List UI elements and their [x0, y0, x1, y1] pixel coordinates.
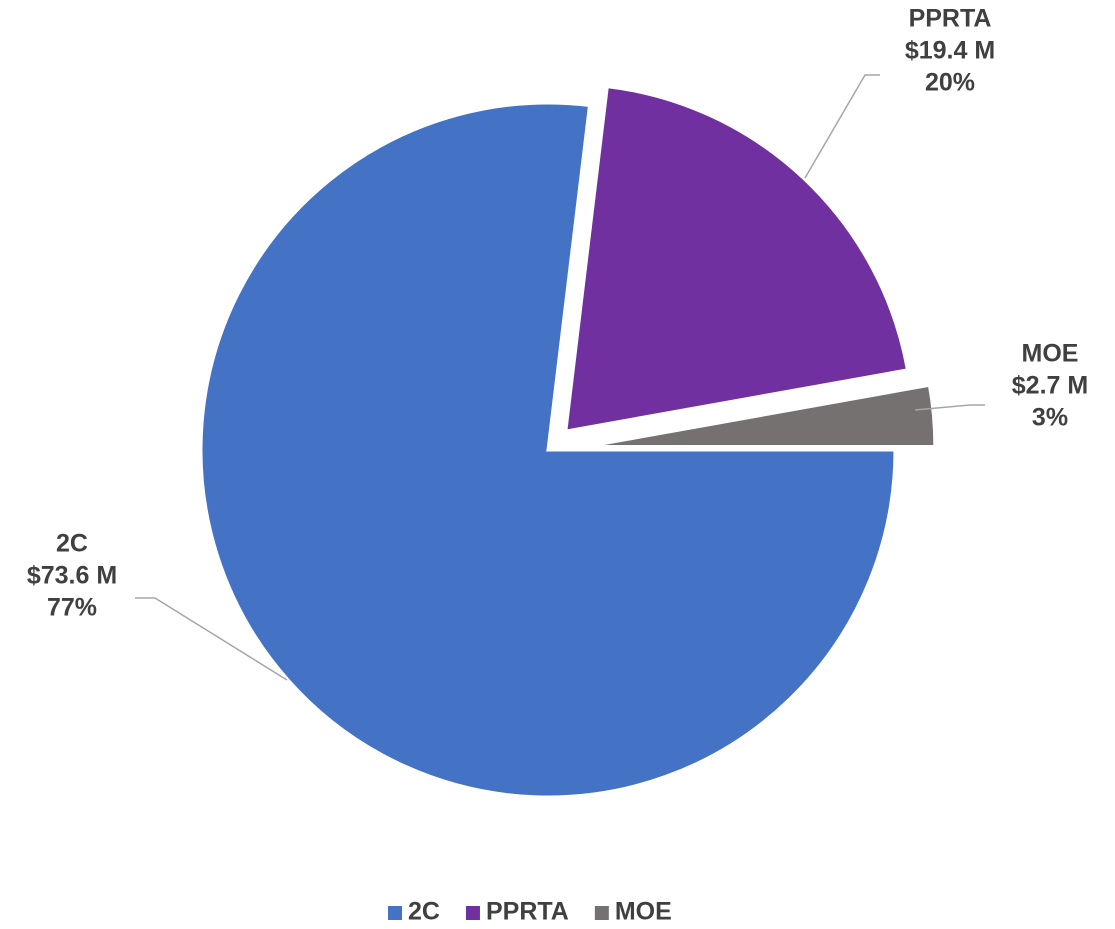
slice-label-value: $19.4 M — [905, 37, 995, 65]
legend-label: PPRTA — [486, 898, 569, 926]
slice-label-value: $2.7 M — [1012, 372, 1088, 400]
slice-label-name: MOE — [1022, 340, 1079, 368]
legend-swatch — [594, 906, 609, 920]
slice-label-name: PPRTA — [909, 5, 992, 33]
slice-label-percent: 20% — [925, 69, 975, 97]
slice-label-value: $73.6 M — [27, 562, 117, 590]
legend-swatch — [465, 906, 480, 920]
legend-swatch — [388, 906, 402, 920]
leader-line — [804, 74, 880, 179]
slice-label-percent: 3% — [1032, 404, 1068, 432]
leader-line — [914, 404, 985, 411]
slice-label-percent: 77% — [47, 594, 97, 622]
legend-label: MOE — [615, 898, 672, 926]
leader-line — [135, 597, 288, 681]
pie-slice — [564, 84, 910, 433]
slice-label-name: 2C — [56, 530, 88, 558]
pie-slice — [199, 101, 897, 799]
pie-slice — [587, 383, 937, 448]
legend-label: 2C — [408, 898, 440, 926]
